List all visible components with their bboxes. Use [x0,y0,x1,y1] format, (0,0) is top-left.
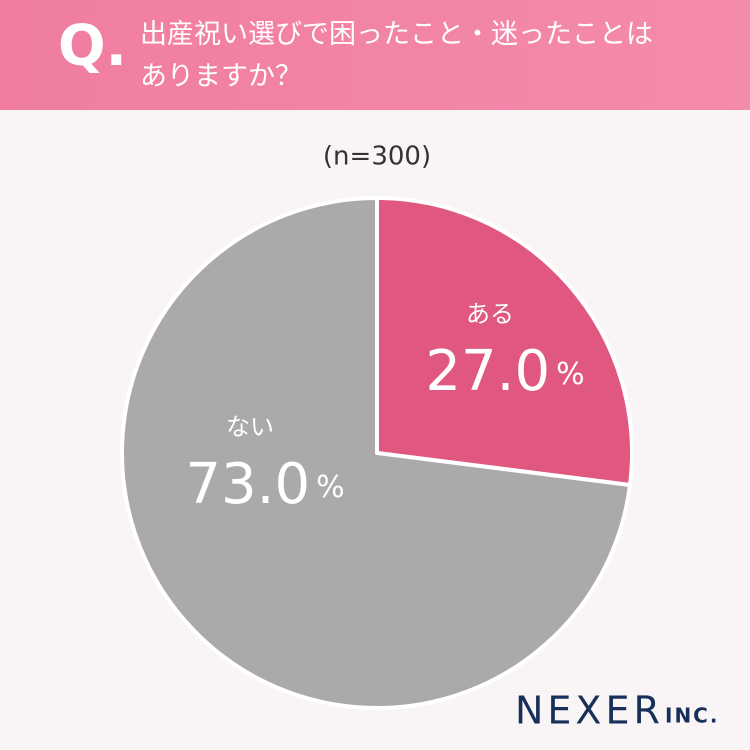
q-mark: Q. [58,14,127,79]
pie-slice [375,196,634,487]
category-label: ない [226,413,274,441]
chart-title: 出産祝い選びで困ったこと・迷ったことはありますか？ [140,19,653,92]
header-band [0,0,750,110]
logo-suffix: INC. [665,704,719,728]
logo: NEXER [515,689,664,733]
sample-size: (n=300) [323,142,431,172]
category-label: ある [466,300,514,328]
pie-slice [120,196,632,710]
value-label: 27.0% [425,339,584,404]
value-label: 73.0% [185,452,344,517]
